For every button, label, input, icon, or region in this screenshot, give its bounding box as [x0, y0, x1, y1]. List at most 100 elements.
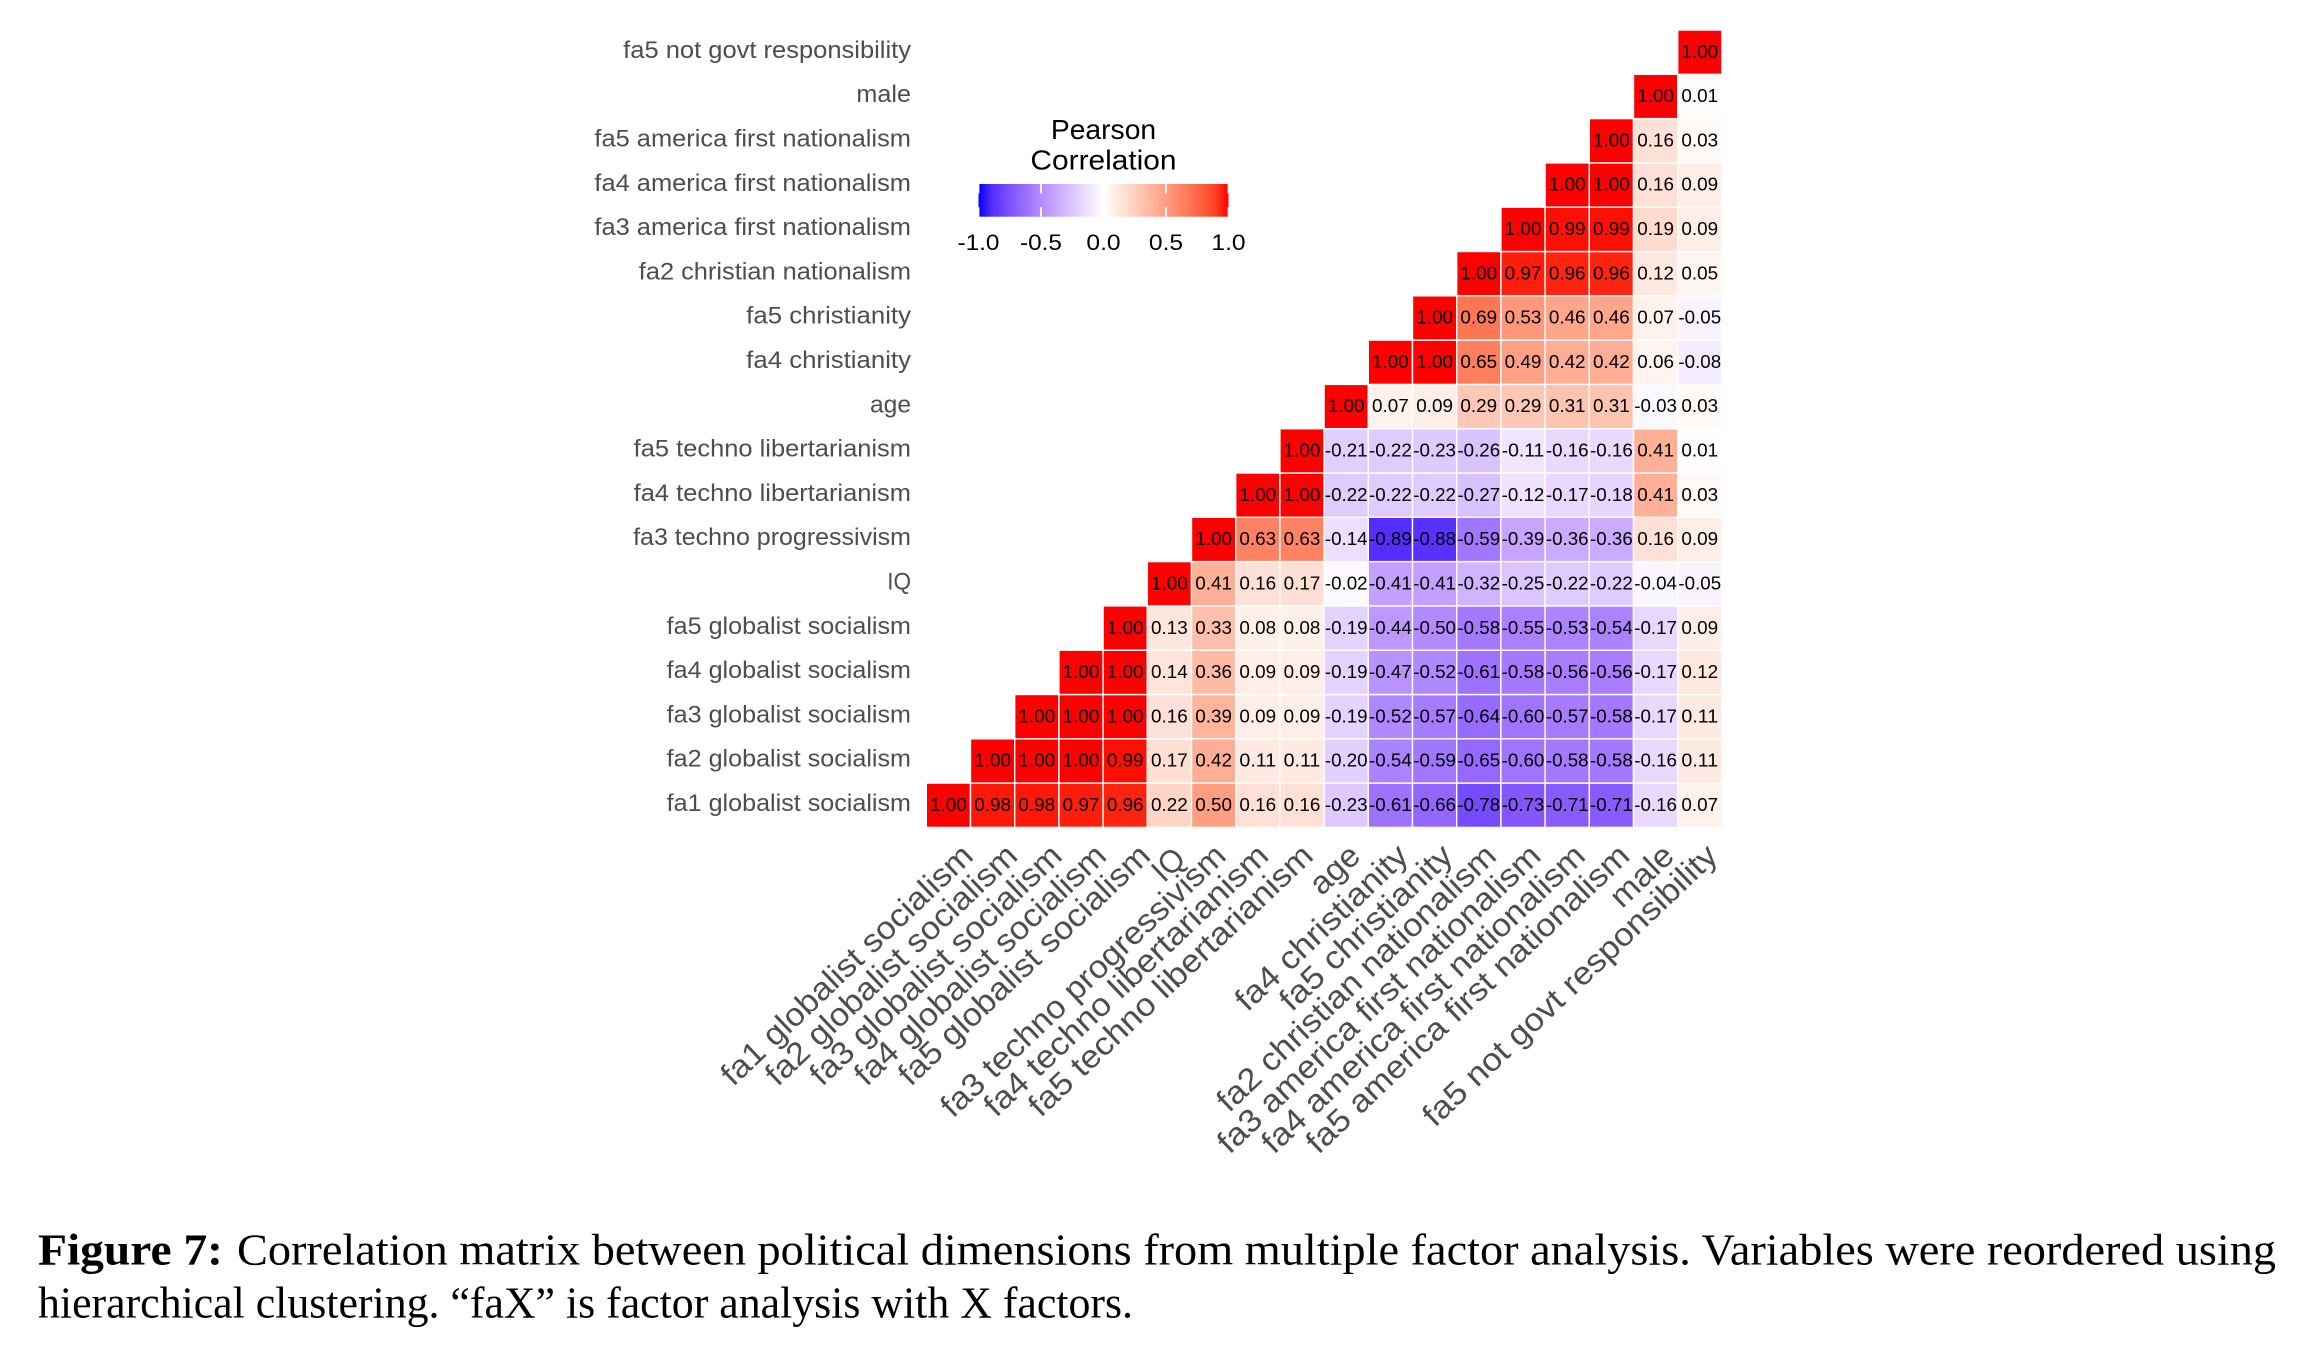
svg-text:-0.50: -0.50 — [1413, 618, 1456, 638]
svg-text:-0.71: -0.71 — [1590, 795, 1633, 815]
svg-text:-0.17: -0.17 — [1546, 485, 1589, 505]
svg-text:0.97: 0.97 — [1505, 263, 1542, 283]
svg-text:0.53: 0.53 — [1505, 308, 1542, 328]
svg-text:fa2 globalist socialism: fa2 globalist socialism — [667, 746, 911, 773]
svg-text:0.03: 0.03 — [1681, 485, 1718, 505]
svg-text:0.0: 0.0 — [1086, 230, 1120, 255]
svg-text:0.12: 0.12 — [1637, 263, 1674, 283]
svg-text:male: male — [856, 81, 911, 108]
svg-text:-0.64: -0.64 — [1457, 706, 1500, 726]
svg-text:fa4 techno libertarianism: fa4 techno libertarianism — [634, 480, 911, 507]
svg-text:0.63: 0.63 — [1284, 529, 1321, 549]
svg-text:0.17: 0.17 — [1284, 573, 1321, 593]
svg-text:1.00: 1.00 — [1107, 662, 1144, 682]
svg-text:0.08: 0.08 — [1239, 618, 1276, 638]
svg-text:0.63: 0.63 — [1239, 529, 1276, 549]
svg-text:0.96: 0.96 — [1107, 795, 1144, 815]
svg-text:fa5 christianity: fa5 christianity — [746, 303, 912, 330]
svg-text:-0.65: -0.65 — [1457, 751, 1500, 771]
svg-text:1.00: 1.00 — [1107, 706, 1144, 726]
svg-text:Pearson: Pearson — [1051, 114, 1156, 145]
svg-text:-0.59: -0.59 — [1413, 751, 1456, 771]
svg-text:-0.32: -0.32 — [1457, 573, 1500, 593]
svg-text:1.00: 1.00 — [1107, 618, 1144, 638]
svg-text:1.00: 1.00 — [1372, 352, 1409, 372]
svg-text:-0.14: -0.14 — [1325, 529, 1368, 549]
svg-text:0.46: 0.46 — [1593, 308, 1630, 328]
svg-text:0.42: 0.42 — [1195, 751, 1232, 771]
svg-text:fa3 america first nationalism: fa3 america first nationalism — [594, 214, 911, 241]
svg-text:0.01: 0.01 — [1681, 86, 1718, 106]
svg-text:0.11: 0.11 — [1284, 751, 1321, 771]
svg-text:-0.03: -0.03 — [1634, 396, 1677, 416]
svg-text:-0.22: -0.22 — [1325, 485, 1368, 505]
svg-text:0.29: 0.29 — [1460, 396, 1497, 416]
svg-text:-0.22: -0.22 — [1369, 485, 1412, 505]
svg-text:0.69: 0.69 — [1460, 308, 1497, 328]
svg-text:hierarchical clustering. “faX”: hierarchical clustering. “faX” is factor… — [38, 1279, 1133, 1328]
svg-text:0.03: 0.03 — [1681, 396, 1718, 416]
svg-text:-0.16: -0.16 — [1590, 441, 1633, 461]
svg-text:0.31: 0.31 — [1549, 396, 1586, 416]
svg-text:1.00: 1.00 — [1416, 308, 1453, 328]
svg-text:-0.22: -0.22 — [1369, 441, 1412, 461]
svg-text:-0.12: -0.12 — [1502, 485, 1545, 505]
svg-text:0.07: 0.07 — [1372, 396, 1409, 416]
svg-text:0.16: 0.16 — [1284, 795, 1321, 815]
svg-text:age: age — [870, 391, 911, 418]
svg-text:-0.5: -0.5 — [1020, 230, 1062, 255]
svg-text:-0.05: -0.05 — [1678, 573, 1721, 593]
svg-text:1.00: 1.00 — [1416, 352, 1453, 372]
svg-text:1.00: 1.00 — [1549, 175, 1586, 195]
svg-text:-0.27: -0.27 — [1457, 485, 1500, 505]
svg-text:-0.18: -0.18 — [1590, 485, 1633, 505]
svg-text:0.09: 0.09 — [1416, 396, 1453, 416]
svg-text:fa2 christian nationalism: fa2 christian nationalism — [639, 258, 911, 285]
svg-text:-0.47: -0.47 — [1369, 662, 1412, 682]
svg-text:-0.60: -0.60 — [1502, 751, 1545, 771]
svg-text:-0.19: -0.19 — [1325, 618, 1368, 638]
svg-text:0.49: 0.49 — [1505, 352, 1542, 372]
svg-text:0.33: 0.33 — [1195, 618, 1232, 638]
svg-text:1.00: 1.00 — [1681, 42, 1718, 62]
svg-text:-0.19: -0.19 — [1325, 662, 1368, 682]
svg-text:0.97: 0.97 — [1063, 795, 1100, 815]
svg-text:-0.71: -0.71 — [1546, 795, 1589, 815]
svg-text:-0.05: -0.05 — [1678, 308, 1721, 328]
svg-text:0.12: 0.12 — [1681, 662, 1718, 682]
svg-text:Correlation matrix between pol: Correlation matrix between political dim… — [237, 1226, 2276, 1275]
svg-text:-0.60: -0.60 — [1502, 706, 1545, 726]
svg-text:-0.61: -0.61 — [1369, 795, 1412, 815]
svg-text:0.36: 0.36 — [1195, 662, 1232, 682]
svg-text:0.96: 0.96 — [1549, 263, 1586, 283]
svg-text:1.00: 1.00 — [1195, 529, 1232, 549]
svg-text:0.41: 0.41 — [1637, 441, 1674, 461]
svg-text:-0.22: -0.22 — [1590, 573, 1633, 593]
svg-text:-0.19: -0.19 — [1325, 706, 1368, 726]
svg-text:0.16: 0.16 — [1151, 706, 1188, 726]
svg-text:Correlation: Correlation — [1030, 145, 1176, 176]
svg-text:Figure 7:: Figure 7: — [38, 1226, 223, 1275]
svg-text:fa5 not govt responsibility: fa5 not govt responsibility — [623, 37, 912, 64]
svg-text:-0.41: -0.41 — [1413, 573, 1456, 593]
svg-text:0.07: 0.07 — [1637, 308, 1674, 328]
svg-text:-0.52: -0.52 — [1369, 706, 1412, 726]
svg-text:0.22: 0.22 — [1151, 795, 1188, 815]
svg-text:1.0: 1.0 — [1211, 230, 1245, 255]
svg-text:0.65: 0.65 — [1460, 352, 1497, 372]
svg-text:-0.02: -0.02 — [1325, 573, 1368, 593]
svg-text:-0.58: -0.58 — [1590, 751, 1633, 771]
svg-text:0.99: 0.99 — [1107, 751, 1144, 771]
svg-text:0.07: 0.07 — [1681, 795, 1718, 815]
svg-text:-0.22: -0.22 — [1546, 573, 1589, 593]
svg-text:0.16: 0.16 — [1637, 529, 1674, 549]
svg-text:1.00: 1.00 — [1637, 86, 1674, 106]
svg-text:0.09: 0.09 — [1239, 706, 1276, 726]
svg-text:-0.36: -0.36 — [1590, 529, 1633, 549]
svg-text:0.14: 0.14 — [1151, 662, 1188, 682]
svg-text:1.00: 1.00 — [1328, 396, 1365, 416]
svg-text:-0.88: -0.88 — [1413, 529, 1456, 549]
svg-text:0.16: 0.16 — [1239, 795, 1276, 815]
svg-text:fa3 globalist socialism: fa3 globalist socialism — [667, 701, 911, 728]
svg-text:-0.08: -0.08 — [1678, 352, 1721, 372]
